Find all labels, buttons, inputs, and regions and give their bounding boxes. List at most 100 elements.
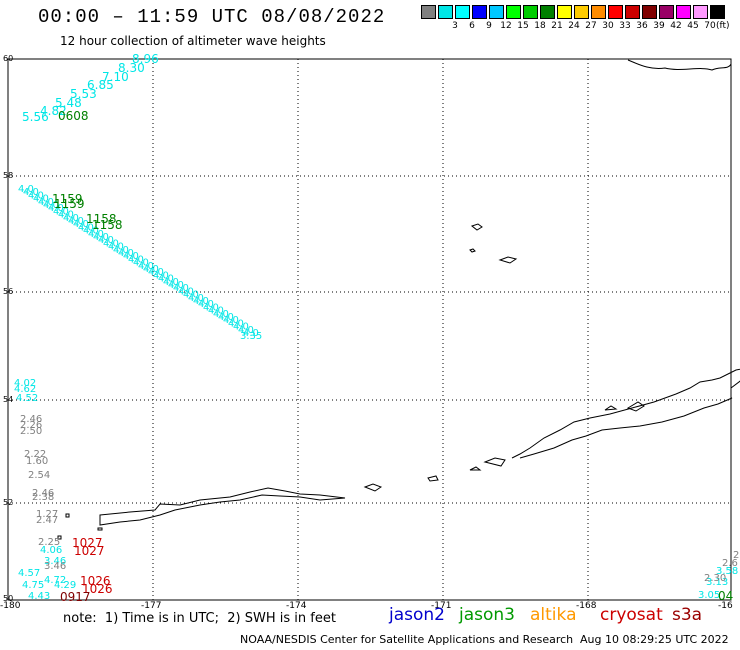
swh-label: 2.30 [704, 573, 727, 584]
lon-label: -180 [0, 601, 21, 611]
legend-swatch [523, 5, 538, 19]
swh-label: 4.57 [18, 568, 41, 579]
swh-track-mark: 4.0 [173, 283, 189, 294]
swh-label: 2.25 [38, 537, 61, 548]
swh-label: 2.26 [20, 420, 43, 431]
mission-altika: altika [530, 605, 577, 625]
legend-swatch [506, 5, 521, 19]
legend-label: 15 [517, 21, 529, 31]
swh-label: 3.46 [44, 561, 67, 572]
pass-time: 0917 [60, 590, 91, 604]
swh-track-mark: 4.0 [58, 210, 74, 221]
swh-track-mark: 4.0 [183, 290, 199, 301]
swh-track-mark: 4.0 [228, 318, 244, 329]
lon-label: -177 [141, 601, 162, 611]
legend-label: 18 [534, 21, 546, 31]
swh-label: 2.46 [32, 488, 55, 499]
credit-text: NOAA/NESDIS Center for Satellite Applica… [240, 633, 574, 646]
pass-time: 1159 [52, 192, 83, 206]
legend-swatch [591, 5, 606, 19]
legend-swatch [421, 5, 436, 19]
swh-track-mark: 4.0 [23, 187, 39, 198]
legend-label: 21 [551, 21, 563, 31]
swh-track-mark: 4.0 [163, 277, 179, 288]
swh-track-mark: 4.0 [208, 306, 224, 317]
swh-label: 2.50 [20, 426, 43, 437]
lat-label: 50 [3, 594, 14, 603]
swh-track-mark: 4.0 [188, 293, 204, 304]
generated-timestamp: Aug 10 08:29:25 UTC 2022 [580, 633, 729, 646]
lat-label: 56 [3, 287, 14, 296]
swh-track-mark: 4.0 [78, 222, 94, 233]
swh-track-mark: 4.0 [98, 235, 114, 246]
swh-label: 3.35 [240, 331, 263, 342]
legend-label: 42 [670, 21, 682, 31]
swh-track-mark: 4.0 [123, 251, 139, 262]
swh-label: 5.56 [22, 110, 49, 124]
swh-label: 3.05 [698, 590, 721, 601]
lon-label: -171 [431, 601, 452, 611]
lon-label: -16 [718, 601, 733, 611]
swh-track-mark: 4.0 [63, 213, 79, 224]
swh-label: 4.72 [44, 575, 67, 586]
swh-track-mark: 4.0 [203, 302, 219, 313]
swh-track-mark: 4.0 [88, 229, 104, 240]
swh-track-mark: 4.0 [18, 184, 34, 195]
swh-track-mark: 4.0 [33, 194, 49, 205]
lon-label: -174 [286, 601, 307, 611]
legend-label: 3 [452, 21, 458, 31]
pass-time: 1158 [86, 212, 117, 226]
swh-track-mark: 4.0 [28, 190, 44, 201]
swh-track-mark: 4.0 [158, 274, 174, 285]
legend-swatch [438, 5, 453, 19]
swh-track-mark: 4.0 [53, 206, 69, 217]
chart-subtitle: 12 hour collection of altimeter wave hei… [60, 34, 326, 48]
swh-label: 7.10 [102, 70, 129, 84]
swh-label: 3.58 [716, 566, 739, 577]
legend-swatch [489, 5, 504, 19]
swh-label: 4.75 [22, 580, 45, 591]
legend-swatch [625, 5, 640, 19]
legend-label: 36 [636, 21, 648, 31]
swh-label: 2.22 [24, 449, 47, 460]
swh-label: 8.30 [118, 61, 145, 75]
diagonal-track: 4.04.04.04.04.04.04.04.04.04.04.04.04.04… [18, 184, 259, 339]
swh-label: 5.48 [55, 96, 82, 110]
legend-label: 9 [486, 21, 492, 31]
swh-label: 1.60 [26, 456, 49, 467]
legend-swatch [472, 5, 487, 19]
chart-title: 00:00 – 11:59 UTC 08/08/2022 [38, 6, 386, 28]
legend-swatch [608, 5, 623, 19]
swh-label: 4.52 [16, 393, 39, 404]
legend-label: 70 [704, 21, 716, 31]
legend-label: 12 [500, 21, 512, 31]
legend-swatch [540, 5, 555, 19]
swh-track-mark: 4.0 [233, 322, 249, 333]
pass-time: 1026 [80, 574, 111, 588]
swh-label: 04 [718, 589, 734, 603]
pass-time: 1027 [74, 544, 105, 558]
swh-label: 4.06 [40, 545, 63, 556]
swh-label: 8.96 [132, 52, 159, 66]
lat-label: 60 [3, 54, 14, 63]
swh-track-mark: 4.0 [73, 219, 89, 230]
coastline [99, 59, 740, 526]
legend-label: 6 [469, 21, 475, 31]
swh-track-mark: 4.0 [223, 315, 239, 326]
legend-label: 27 [585, 21, 597, 31]
swh-track-mark: 4.0 [238, 325, 254, 336]
swh-track-mark: 4.0 [218, 312, 234, 323]
swh-label: 4.29 [54, 580, 77, 591]
swh-track-mark: 4.0 [193, 296, 209, 307]
swh-track-mark: 4.0 [138, 261, 154, 272]
swh-track-mark: 4.0 [83, 226, 99, 237]
legend-swatch [676, 5, 691, 19]
swh-label: 4.02 [14, 378, 37, 389]
swh-label: 4.82 [40, 104, 67, 118]
mission-cryosat: cryosat [600, 605, 663, 625]
swh-track-mark: 4.0 [68, 216, 84, 227]
lat-label: 54 [3, 395, 14, 404]
legend-unit: (ft) [716, 21, 730, 31]
swh-label: 1.27 [36, 509, 59, 520]
